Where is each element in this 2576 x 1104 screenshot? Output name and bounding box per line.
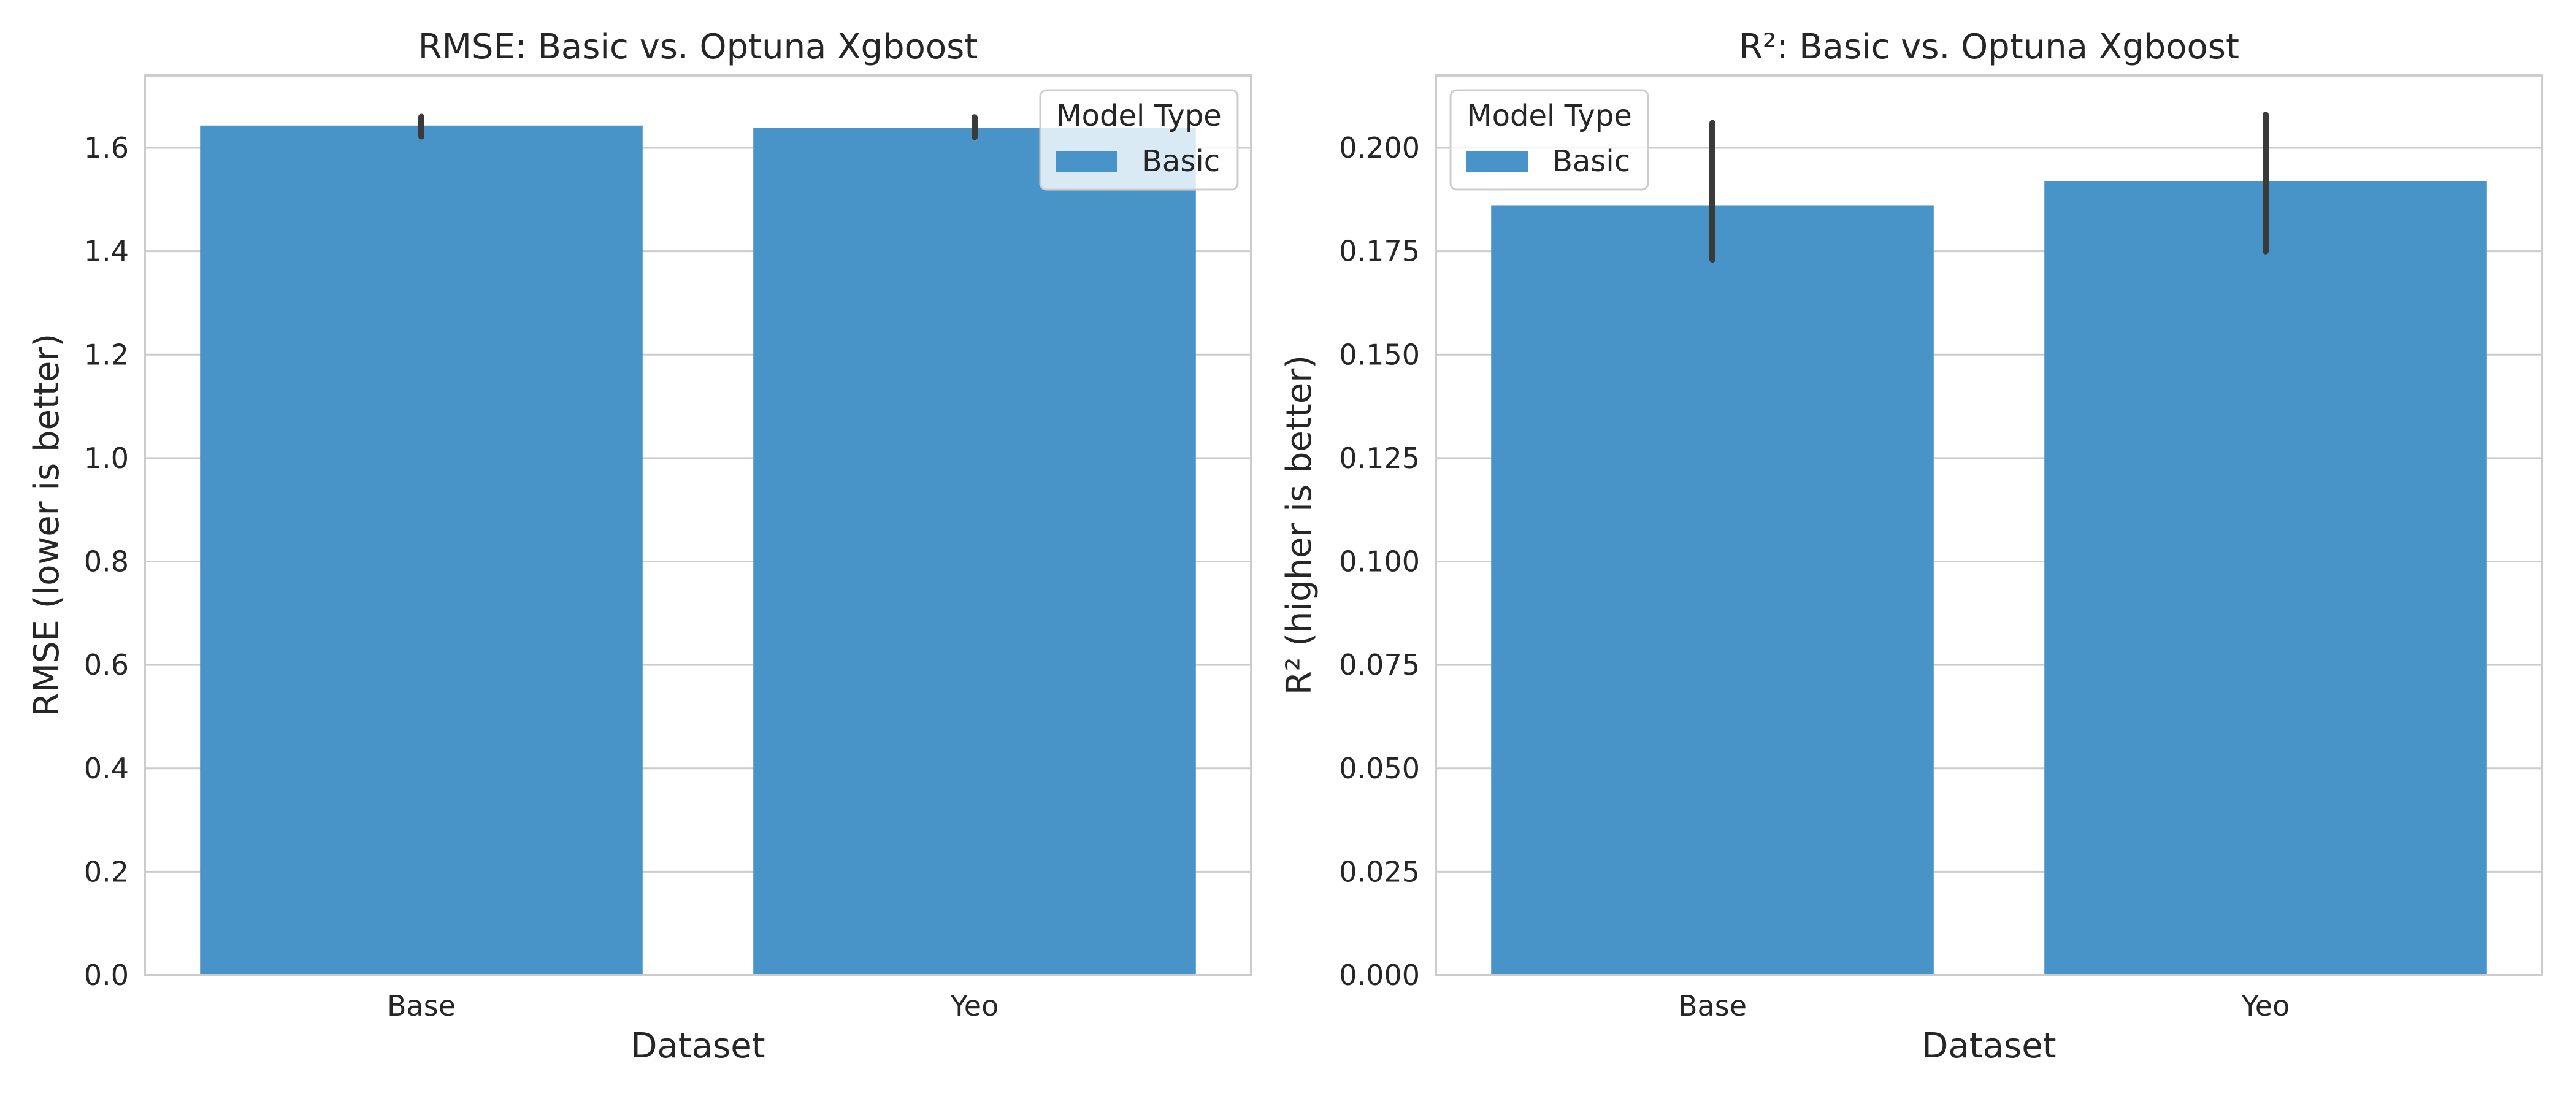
y-tick-label: 0.200 bbox=[1339, 131, 1420, 164]
legend-title: Model Type bbox=[1056, 99, 1222, 133]
y-tick-label: 0.150 bbox=[1339, 338, 1420, 371]
chart-title: R²: Basic vs. Optuna Xgboost bbox=[1739, 27, 2239, 67]
x-tick-label: Yeo bbox=[2241, 989, 2290, 1022]
bar bbox=[2044, 180, 2487, 975]
x-axis-label: Dataset bbox=[631, 1026, 765, 1066]
y-tick-label: 0.000 bbox=[1339, 959, 1420, 992]
y-tick-label: 0.025 bbox=[1339, 855, 1420, 888]
legend: Model Type Basic bbox=[1449, 89, 1649, 191]
legend-title: Model Type bbox=[1466, 99, 1632, 133]
y-tick-label: 0.075 bbox=[1339, 648, 1420, 681]
x-tick-label: Yeo bbox=[950, 989, 999, 1022]
y-tick-label: 0.8 bbox=[84, 545, 129, 578]
y-tick-label: 1.2 bbox=[84, 338, 129, 371]
y-tick-label: 0.0 bbox=[84, 959, 129, 992]
plot-frame bbox=[144, 74, 1252, 976]
y-axis-label: R² (higher is better) bbox=[1279, 355, 1319, 695]
rmse-chart: RMSE: Basic vs. Optuna Xgboost 0.0 0.2 0.4… bbox=[27, 27, 1252, 1066]
r2-chart: R²: Basic vs. Optuna Xgboost 0.000 0.025 0… bbox=[1279, 27, 2543, 1066]
y-tick-label: 0.4 bbox=[84, 752, 129, 785]
y-tick-label: 0.2 bbox=[84, 855, 129, 888]
y-tick-label: 1.4 bbox=[84, 235, 129, 268]
y-axis-label: RMSE (lower is better) bbox=[27, 334, 67, 716]
y-tick-label: 0.175 bbox=[1339, 235, 1420, 268]
legend: Model Type Basic bbox=[1039, 89, 1239, 191]
y-tick-label: 1.0 bbox=[84, 442, 129, 475]
bar bbox=[1491, 205, 1934, 976]
chart-title: RMSE: Basic vs. Optuna Xgboost bbox=[418, 27, 978, 67]
y-tick-label: 0.100 bbox=[1339, 545, 1420, 578]
legend-entry: Basic bbox=[1552, 144, 1630, 178]
x-tick-label: Base bbox=[387, 989, 456, 1022]
plot-frame bbox=[1435, 74, 2543, 976]
legend-swatch bbox=[1466, 151, 1528, 172]
bar bbox=[200, 125, 643, 976]
y-tick-label: 0.6 bbox=[84, 648, 129, 681]
y-tick-label: 1.6 bbox=[84, 131, 129, 164]
y-tick-label: 0.050 bbox=[1339, 752, 1420, 785]
x-axis-label: Dataset bbox=[1922, 1026, 2056, 1066]
y-tick-label: 0.125 bbox=[1339, 442, 1420, 475]
legend-swatch bbox=[1056, 151, 1117, 172]
x-tick-label: Base bbox=[1678, 989, 1747, 1022]
bar bbox=[753, 128, 1196, 975]
legend-entry: Basic bbox=[1142, 144, 1220, 178]
